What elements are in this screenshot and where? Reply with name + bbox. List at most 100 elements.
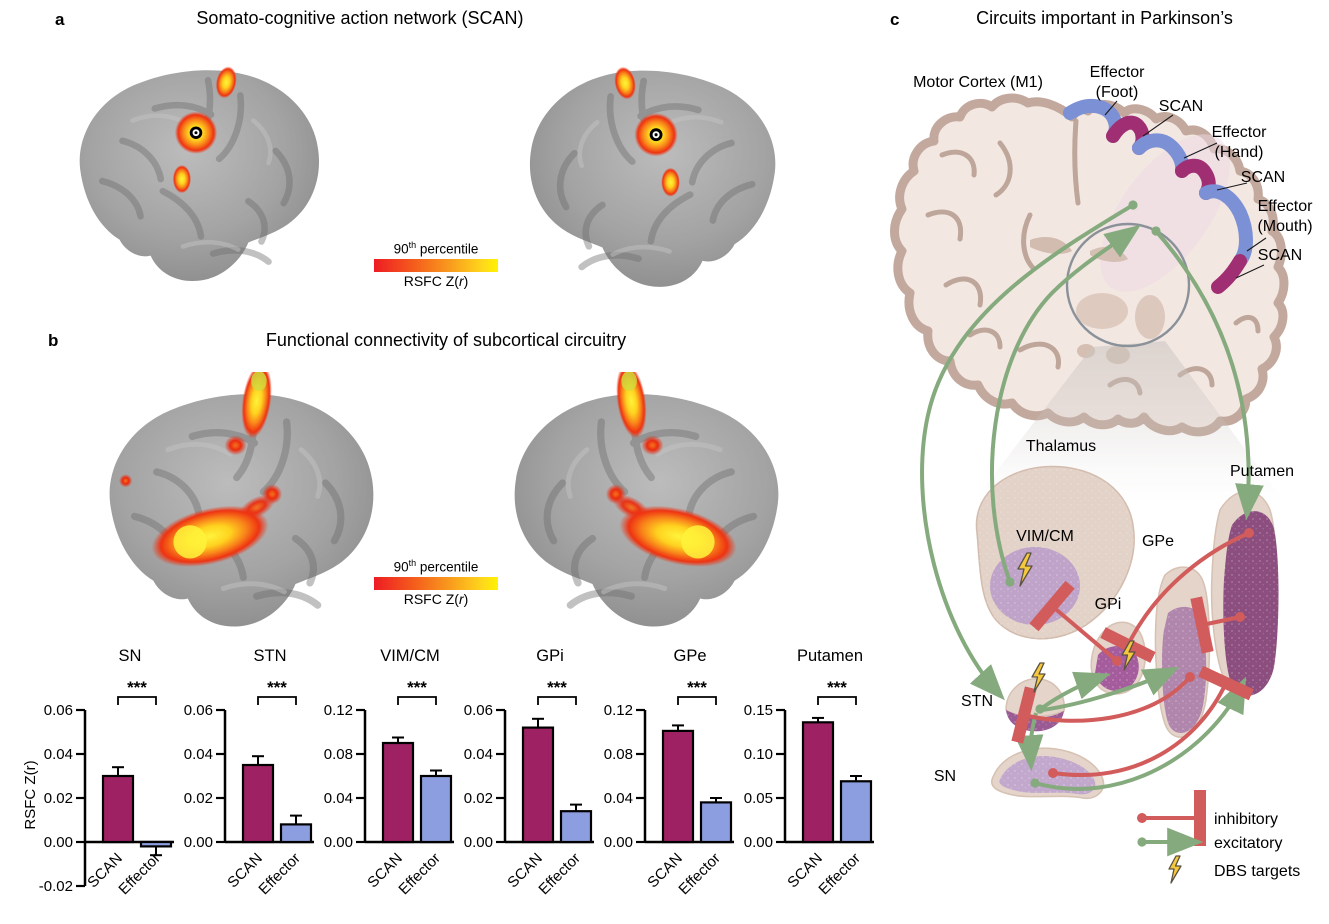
- colorbar-b-gradient: [374, 576, 498, 590]
- y-tick-label: 0.02: [184, 790, 213, 807]
- y-axis-label: RSFC Z(r): [22, 760, 39, 829]
- arrow-putamen-to-gpi-inhibitory: [1100, 531, 1250, 663]
- y-tick-label: 0.12: [324, 702, 353, 719]
- inhibitory-pathways: [1011, 528, 1254, 778]
- colorbar-a-scale-label: RSFC Z(r): [403, 272, 469, 289]
- brain-lateral-left-subcortical: [90, 372, 390, 634]
- seed-marker: [649, 128, 663, 142]
- putamen-shape: [1210, 490, 1279, 696]
- y-tick-label: 0.08: [324, 746, 353, 763]
- arrow-gpe-to-stn-inhibitory: [1011, 675, 1192, 744]
- x-label-effector: Effector: [395, 850, 443, 898]
- dbs-bolt-vimcm: [1017, 552, 1033, 587]
- y-tick-label: 0.04: [604, 790, 633, 807]
- label-leaders: [1104, 100, 1267, 279]
- y-tick-label: 0.10: [744, 746, 773, 763]
- seed-marker: [189, 126, 203, 139]
- chart-title: VIM/CM: [380, 647, 440, 665]
- colorbar-b-scale-label: RSFC Z(r): [403, 590, 469, 607]
- y-tick-label: 0.08: [604, 746, 633, 763]
- y-tick-label: 0.04: [184, 746, 213, 763]
- y-tick-label: 0.02: [44, 790, 73, 807]
- scan-hotspot-inferior: [661, 167, 680, 197]
- colorbar-b-percentile-label: 90th percentile: [393, 558, 479, 575]
- dbs-bolt-stn: [1031, 662, 1046, 693]
- heat-core-green: [251, 372, 267, 391]
- label-thalamus: Thalamus: [1026, 438, 1096, 455]
- bar-effector: [559, 810, 593, 844]
- y-tick-label: 0.04: [324, 790, 353, 807]
- y-tick-label: 0.00: [184, 834, 213, 851]
- bar-chart-sn: SN-0.020.000.020.040.06***SCANEffectorRS…: [22, 647, 174, 898]
- circuit-legend: inhibitory excitatory DBS targets: [1137, 790, 1300, 884]
- error-bar-scan: [252, 755, 264, 765]
- x-label-effector: Effector: [675, 850, 723, 898]
- significance-stars: ***: [827, 678, 847, 697]
- label-scan-top: SCAN: [1159, 98, 1203, 115]
- scan-hotspot-superior: [614, 66, 636, 100]
- y-tick-label: 0.06: [464, 702, 493, 719]
- colorbar-a: 90th percentile RSFC Z(r): [374, 238, 498, 289]
- zoom-circle: [1065, 222, 1191, 348]
- bar-scan: [521, 726, 555, 844]
- error-bar-scan: [812, 716, 824, 723]
- significance-bracket: [677, 696, 717, 705]
- significance-bracket: [817, 696, 857, 705]
- y-tick-label: 0.00: [744, 834, 773, 851]
- significance-bracket: [117, 696, 157, 705]
- stn-origin-dot: [1035, 704, 1045, 714]
- chart-title: STN: [254, 647, 287, 665]
- band-effector-mouth: [1199, 184, 1253, 268]
- scan-hotspot-inferior: [172, 164, 191, 194]
- chart-title: GPi: [536, 647, 564, 665]
- heat-dot-frontal: [118, 474, 133, 488]
- sn-origin-dot-green: [1030, 778, 1040, 788]
- significance-stars: ***: [687, 678, 707, 697]
- label-putamen: Putamen: [1230, 463, 1294, 480]
- label-effector-foot-1: Effector: [1090, 64, 1146, 81]
- brain-lateral-left-scan: [62, 66, 334, 294]
- cortex-origin-dot: [1128, 200, 1138, 210]
- significance-bracket: [537, 696, 577, 705]
- bar-effector: [699, 801, 733, 844]
- y-tick-label: 0.00: [604, 834, 633, 851]
- heat-core-green: [621, 372, 637, 391]
- significance-stars: ***: [407, 678, 427, 697]
- putamen-origin-dot-mid: [1235, 612, 1245, 622]
- y-tick-label: -0.02: [39, 878, 73, 895]
- legend-excitatory-dot: [1137, 837, 1147, 847]
- x-label-effector: Effector: [535, 850, 583, 898]
- error-bar-effector: [850, 775, 862, 782]
- label-effector-mouth-1: Effector: [1258, 198, 1314, 215]
- gpi-origin-dot: [1112, 656, 1122, 666]
- bar-charts-row: SN -0.02 0.00 0.02 0.04 0.06 *** SCAN Effector RS…: [0, 645, 900, 924]
- panel-b-label: b: [48, 331, 59, 350]
- legend-dbs-bolt: [1168, 855, 1182, 884]
- error-bar-effector: [710, 797, 722, 803]
- panel-b-title: Functional connectivity of subcortical c…: [265, 330, 627, 350]
- label-effector-hand-1: Effector: [1212, 124, 1268, 141]
- colorbar-b: 90th percentile RSFC Z(r): [374, 556, 498, 607]
- band-scan-bottom: [1211, 254, 1247, 294]
- label-motor-cortex: Motor Cortex (M1): [913, 74, 1043, 91]
- zoom-funnel: [972, 341, 1285, 503]
- panel-a-label: a: [55, 10, 65, 29]
- cortical-band: [1063, 98, 1253, 294]
- arrow-sn-to-putamen-inhibitory: [1052, 665, 1254, 778]
- chart-title: SN: [119, 647, 142, 665]
- legend-inhibitory-label: inhibitory: [1214, 811, 1278, 828]
- y-tick-label: 0.02: [464, 790, 493, 807]
- heat-patch-mid: [224, 435, 247, 456]
- error-bar-effector: [430, 769, 442, 776]
- label-gpi: GPi: [1095, 596, 1122, 613]
- bar-scan: [381, 741, 415, 844]
- legend-dbs-label: DBS targets: [1214, 863, 1300, 880]
- vimcm-origin-dot: [1005, 577, 1015, 587]
- error-bar-scan: [532, 717, 544, 728]
- y-tick-label: 0.04: [44, 746, 73, 763]
- arrow-stn-to-gpe-excitatory: [1041, 666, 1180, 712]
- panel-c-title: Circuits important in Parkinson’s: [976, 8, 1233, 28]
- legend-inhibitory-dot: [1137, 813, 1147, 823]
